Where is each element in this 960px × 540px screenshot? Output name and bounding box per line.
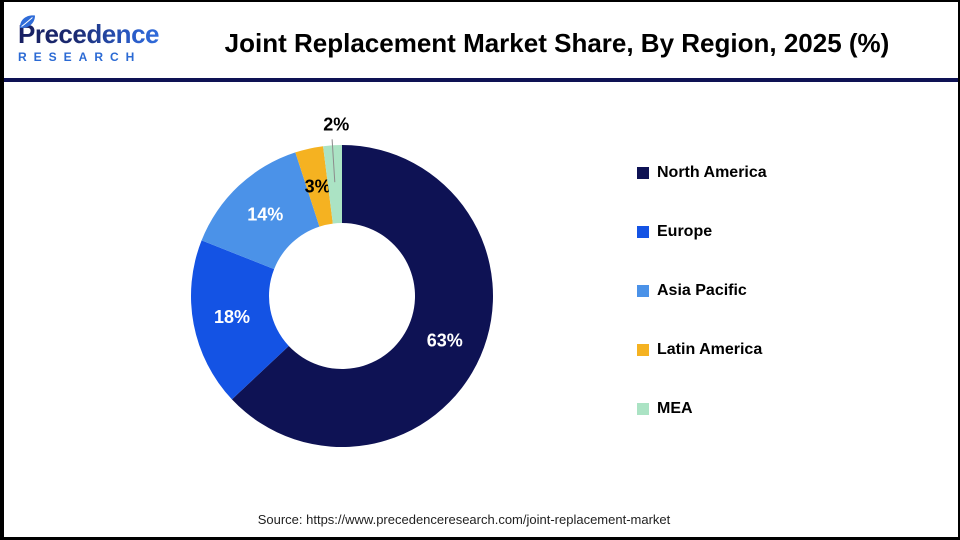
slice-label: 2% [323,114,349,134]
legend-item-mea: MEA [637,400,767,417]
label-leader-line [331,139,336,183]
legend-swatch-north-america [637,167,649,179]
legend-label: Asia Pacific [657,282,747,299]
leaf-icon [19,14,36,29]
brand-subtitle: RESEARCH [18,50,142,64]
chart-legend: North America Europe Asia Pacific Latin … [637,164,767,461]
source-text: Source: https://www.precedenceresearch.c… [257,512,671,527]
pie-slice-latin-america [295,146,333,227]
legend-swatch-europe [637,226,649,238]
donut-chart: 63% 18% 14% 3% 2% [190,114,494,447]
page-title: Joint Replacement Market Share, By Regio… [224,28,890,58]
brand-name: Precedence [18,21,178,47]
legend-item-asia-pacific: Asia Pacific [637,282,767,299]
legend-swatch-mea [637,403,649,415]
legend-item-north-america: North America [637,164,767,181]
legend-label: North America [657,164,767,181]
pie-slice-mea [323,145,342,224]
header-divider [4,78,958,82]
legend-swatch-asia-pacific [637,285,649,297]
slice-label: 3% [305,177,331,197]
brand-logo: Precedence RESEARCH [18,14,178,64]
pie-slice-north-america [231,145,494,447]
slice-label: 63% [427,331,463,351]
slice-label: 14% [247,204,283,224]
legend-label: Europe [657,223,713,240]
legend-swatch-latin-america [637,344,649,356]
pie-slice-europe [190,240,289,400]
legend-label: MEA [657,400,693,417]
pie-slice-asia-pacific [201,152,320,270]
slice-label: 18% [214,307,250,327]
legend-item-latin-america: Latin America [637,341,767,358]
legend-item-europe: Europe [637,223,767,240]
legend-label: Latin America [657,341,763,358]
